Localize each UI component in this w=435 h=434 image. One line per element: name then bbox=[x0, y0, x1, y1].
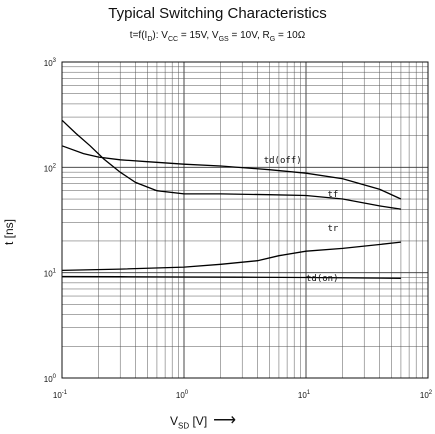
plot-frame bbox=[61, 61, 429, 379]
x-tick-label: 100 bbox=[176, 390, 189, 400]
series-line-tdon bbox=[61, 275, 401, 279]
subtitle-part: = 15V, V bbox=[178, 30, 219, 41]
x-tick-label: 10-1 bbox=[53, 390, 68, 400]
series-label-tr: tr bbox=[327, 224, 338, 234]
series-line-tf bbox=[61, 119, 401, 210]
chart-subtitle: t=f(ID): VCC = 15V, VGS = 10V, RG = 10Ω bbox=[0, 30, 435, 43]
subtitle-sub: G bbox=[269, 36, 276, 43]
y-tick-label: 103 bbox=[44, 58, 57, 68]
y-tick-label: 100 bbox=[44, 374, 57, 384]
subtitle-part: = 10V, R bbox=[228, 30, 270, 41]
x-axis-label-main: V bbox=[170, 414, 179, 428]
subtitle-part: ): V bbox=[152, 30, 168, 41]
grid bbox=[61, 62, 428, 379]
subtitle-part: = 10Ω bbox=[275, 30, 306, 41]
subtitle-sub: GS bbox=[218, 36, 229, 43]
x-axis-label: VSD [V] ⟶ bbox=[170, 410, 236, 430]
x-axis-arrow: ⟶ bbox=[213, 412, 237, 429]
x-axis-label-unit: [V] bbox=[189, 414, 208, 428]
x-axis-label-sub: SD bbox=[178, 421, 190, 431]
subtitle-sub: CC bbox=[167, 36, 179, 43]
series-label-tf: tf bbox=[327, 190, 338, 200]
series-labels: td(off) tf tr td(on) bbox=[264, 156, 339, 284]
series-label-tdoff: td(off) bbox=[264, 156, 302, 166]
series-line-tdoff bbox=[61, 145, 402, 200]
y-tick-label: 101 bbox=[44, 269, 57, 279]
x-tick-label: 101 bbox=[298, 390, 311, 400]
subtitle-sub: D bbox=[147, 36, 153, 43]
curves bbox=[61, 119, 402, 279]
chart-title: Typical Switching Characteristics bbox=[108, 5, 327, 22]
subtitle-part: t=f(I bbox=[129, 30, 148, 41]
x-tick-label: 102 bbox=[420, 390, 433, 400]
tick-labels: 10-1 100 101 102 100 101 102 103 bbox=[44, 58, 433, 400]
y-tick-label: 102 bbox=[44, 163, 57, 173]
series-line-tr bbox=[61, 241, 401, 272]
series-label-tdon: td(on) bbox=[306, 274, 339, 284]
